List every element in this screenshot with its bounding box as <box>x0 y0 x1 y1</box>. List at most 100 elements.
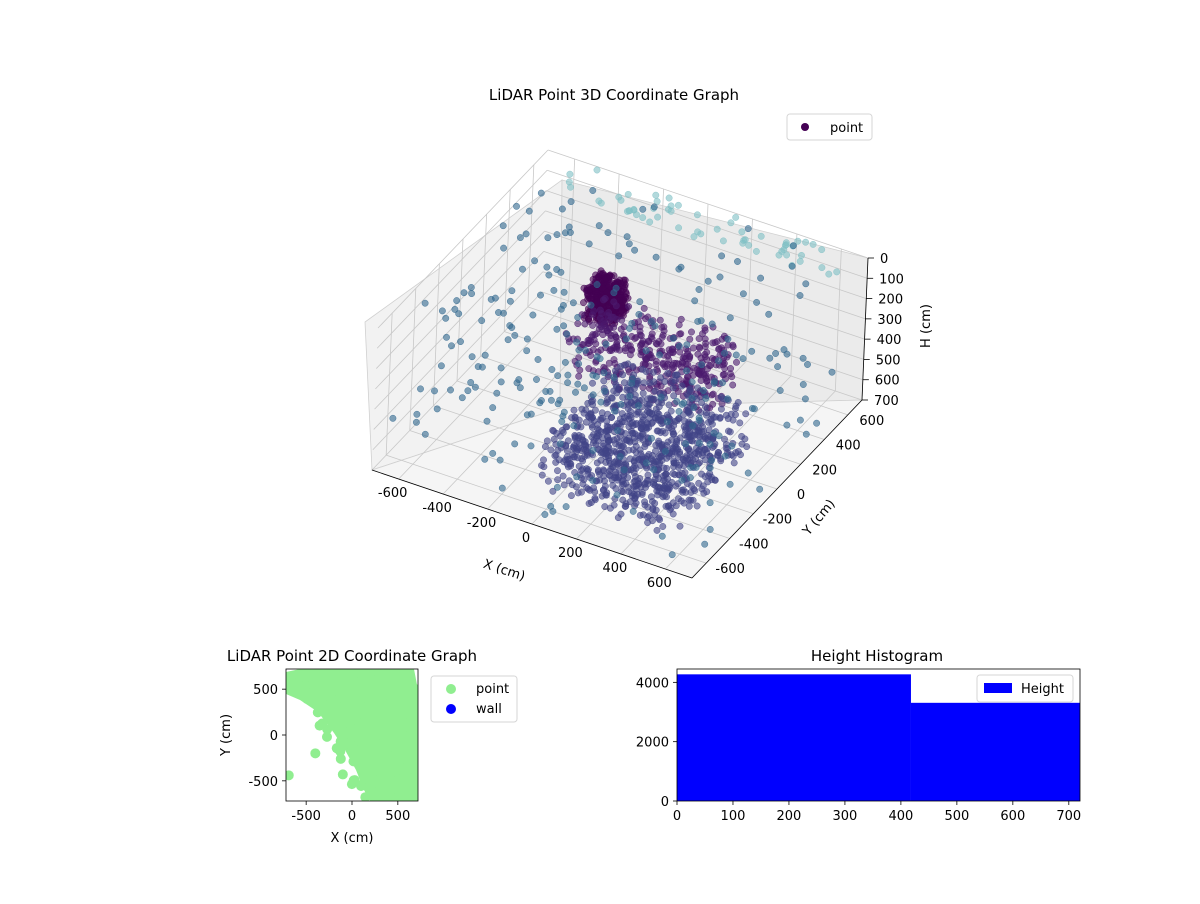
scatter3d-point <box>685 502 693 510</box>
scatter3d-gridline <box>547 149 869 259</box>
scatter3d-point <box>541 511 549 518</box>
scatter3d-point <box>651 322 659 330</box>
scatter3d-point <box>809 240 817 248</box>
scatter3d-point <box>631 246 639 254</box>
scatter3d-point <box>575 346 583 354</box>
scatter3d-point <box>678 476 686 484</box>
histogram-y-tick-label: 0 <box>661 795 669 810</box>
scatter3d-point <box>717 405 725 413</box>
scatter3d-point <box>739 290 747 298</box>
scatter3d-point <box>736 419 744 427</box>
scatter3d-point <box>694 384 702 392</box>
scatter3d-point <box>633 211 640 219</box>
scatter2d-point <box>354 760 365 771</box>
scatter3d-point <box>608 413 616 421</box>
scatter3d-gridline <box>834 248 842 392</box>
scatter3d-point <box>718 344 726 352</box>
scatter3d-point <box>592 372 600 380</box>
scatter2d-ticks: -500 0 500 -500 0 500 <box>248 683 410 824</box>
scatter3d-gridline <box>456 238 464 382</box>
scatter2d-point <box>331 708 342 719</box>
scatter3d-point <box>543 437 551 445</box>
scatter3d-point <box>670 392 678 400</box>
scatter3d-point <box>560 322 568 330</box>
scatter3d-point <box>627 420 635 428</box>
scatter3d-point <box>566 459 574 467</box>
histogram-legend-frame <box>976 674 1074 703</box>
scatter2d-point <box>392 689 403 700</box>
scatter3d-point <box>673 438 681 446</box>
scatter3d-point <box>656 351 663 359</box>
scatter3d-point <box>636 327 644 335</box>
scatter2d-x-tick-label: -500 <box>291 809 321 824</box>
scatter3d-point <box>813 419 821 427</box>
scatter3d-point <box>688 482 695 490</box>
scatter3d-point <box>732 402 740 410</box>
scatter3d-point <box>587 301 595 309</box>
scatter3d-point <box>574 320 582 328</box>
scatter3d-point <box>668 450 676 458</box>
scatter3d-point <box>733 358 740 366</box>
scatter3d-point <box>699 423 707 431</box>
scatter3d-point <box>557 268 565 276</box>
scatter3d-point <box>659 523 667 530</box>
scatter3d-point <box>709 400 717 408</box>
scatter3d-point <box>689 431 697 439</box>
scatter3d-point <box>506 297 514 305</box>
scatter3d-point <box>413 410 421 418</box>
scatter3d-point <box>554 372 562 380</box>
scatter2d-point <box>314 689 325 700</box>
scatter3d-point <box>566 229 574 236</box>
scatter3d-point <box>554 467 561 475</box>
scatter3d-point <box>661 447 669 455</box>
scatter3d-point <box>728 373 736 381</box>
scatter3d-point <box>730 459 738 467</box>
scatter3d-point <box>620 414 628 421</box>
scatter3d-point <box>563 423 571 431</box>
scatter3d-z-tick-label: 400 <box>877 333 902 348</box>
scatter3d-point <box>613 343 621 351</box>
scatter3d-point <box>489 449 497 457</box>
scatter2d-point <box>386 792 397 801</box>
scatter3d-point <box>686 335 694 343</box>
scatter2d-point <box>382 749 393 760</box>
scatter3d-point <box>695 335 703 343</box>
scatter3d-point <box>698 361 706 369</box>
scatter3d-gridline <box>377 149 549 329</box>
scatter3d-point <box>725 427 732 435</box>
scatter3d-point <box>825 270 833 278</box>
scatter3d-point <box>457 338 464 346</box>
scatter3d-point <box>648 498 656 505</box>
scatter3d-point <box>623 233 631 241</box>
scatter3d-point <box>683 341 691 349</box>
scatter3d-point <box>614 420 621 427</box>
histogram-x-tick-label: 600 <box>1000 809 1025 824</box>
scatter3d-point <box>595 222 603 230</box>
scatter3d-point <box>595 197 603 205</box>
scatter3d-gridline <box>480 214 488 357</box>
scatter3d-point <box>678 382 686 390</box>
scatter3d-point <box>744 469 752 477</box>
scatter2d-point <box>363 722 374 733</box>
scatter3d-point <box>665 194 673 202</box>
scatter3d-point <box>693 502 701 510</box>
scatter3d-point <box>565 477 573 485</box>
scatter2d-point <box>349 775 360 786</box>
scatter2d-point <box>410 688 418 699</box>
scatter3d-point <box>696 344 704 352</box>
scatter3d-point <box>544 477 552 485</box>
scatter3d-point <box>622 344 629 352</box>
scatter3d-point <box>718 252 726 260</box>
histogram-bars <box>677 674 1080 801</box>
scatter3d-point <box>534 356 542 363</box>
scatter3d-point <box>640 379 648 387</box>
scatter3d-point <box>585 365 593 373</box>
scatter3d-point <box>671 417 679 425</box>
scatter3d-point <box>560 408 568 416</box>
scatter2d-point <box>362 701 373 712</box>
scatter3d-point <box>564 379 572 387</box>
scatter3d-point <box>748 347 756 355</box>
histogram-x-tick-label: 400 <box>888 809 913 824</box>
scatter3d-point <box>745 241 753 249</box>
scatter2d-point <box>406 773 417 784</box>
